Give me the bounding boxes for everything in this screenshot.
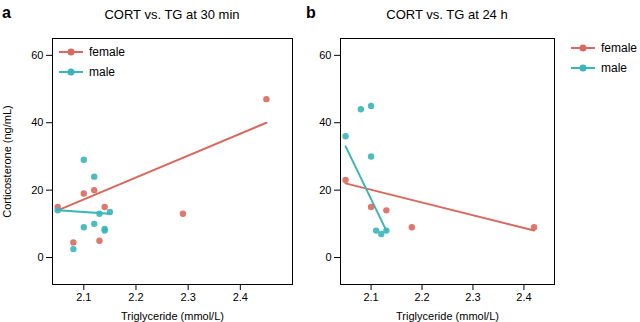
- svg-text:2.4: 2.4: [233, 291, 248, 303]
- svg-text:2.3: 2.3: [465, 291, 480, 303]
- html-text:CORT vs. TG at 30 min: CORT vs. TG at 30 min: [104, 7, 240, 22]
- svg-text:2.1: 2.1: [363, 291, 378, 303]
- html-text:CORT vs. TG at 24 h: CORT vs. TG at 24 h: [386, 7, 508, 22]
- html-text:b: b: [306, 4, 316, 21]
- svg-text:40: 40: [31, 116, 43, 128]
- html-text:male: male: [601, 61, 627, 75]
- html-text:a: a: [2, 4, 11, 21]
- svg-text:2.3: 2.3: [181, 291, 196, 303]
- svg-text:Triglyceride (mmol/L): Triglyceride (mmol/L): [121, 310, 224, 322]
- svg-text:20: 20: [31, 184, 43, 196]
- svg-text:0: 0: [325, 251, 331, 263]
- svg-text:Triglyceride (mmol/L): Triglyceride (mmol/L): [396, 310, 499, 322]
- svg-text:0: 0: [37, 251, 43, 263]
- svg-text:20: 20: [319, 184, 331, 196]
- html-text:male: male: [89, 65, 115, 79]
- svg-text:2.1: 2.1: [76, 291, 91, 303]
- svg-text:Corticosterone (ng/mL): Corticosterone (ng/mL): [1, 105, 13, 218]
- svg-text:60: 60: [31, 49, 43, 61]
- svg-text:2.4: 2.4: [516, 291, 531, 303]
- svg-text:60: 60: [319, 49, 331, 61]
- html-text:female: female: [89, 45, 125, 59]
- svg-text:2.2: 2.2: [128, 291, 143, 303]
- svg-text:40: 40: [319, 116, 331, 128]
- svg-text:2.2: 2.2: [414, 291, 429, 303]
- html-text:female: female: [601, 41, 637, 55]
